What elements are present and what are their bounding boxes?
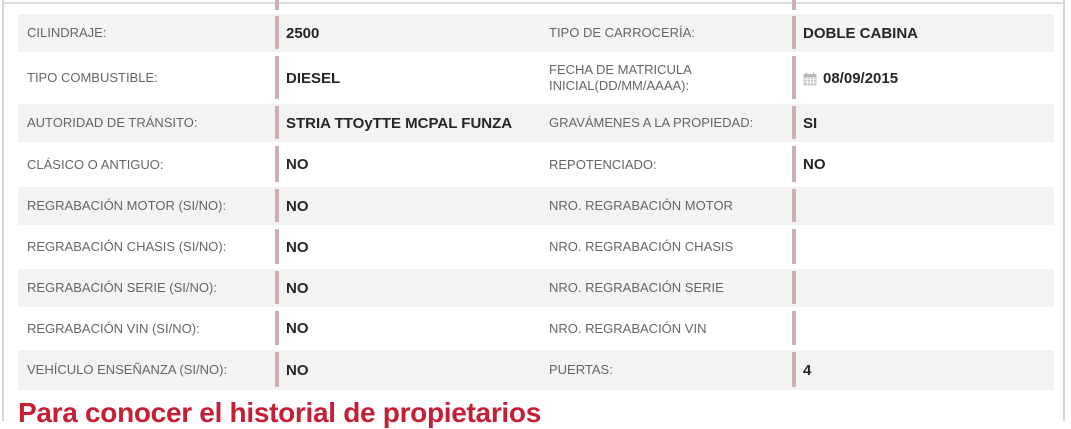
field-label: CLÁSICO O ANTIGUO:	[27, 156, 164, 172]
table-row: REGRABACIÓN MOTOR (SI/NO): NO NRO. REGRA…	[18, 187, 1054, 225]
field-value: NO	[275, 144, 540, 185]
field-label: TIPO COMBUSTIBLE:	[27, 70, 158, 85]
field-label: REGRABACIÓN VIN (SI/NO):	[27, 320, 200, 336]
field-value: STRIA TTOyTTE MCPAL FUNZA	[275, 104, 540, 142]
field-value: NO	[275, 227, 540, 267]
field-value: NO	[275, 187, 540, 225]
field-value: NO	[275, 269, 540, 307]
field-label: NRO. REGRABACIÓN SERIE	[549, 280, 724, 295]
table-row: REGRABACIÓN VIN (SI/NO): NO NRO. REGRABA…	[18, 309, 1054, 348]
field-label: NRO. REGRABACIÓN CHASIS	[549, 239, 734, 254]
field-value	[792, 309, 1054, 348]
table-row: AUTORIDAD DE TRÁNSITO: STRIA TTOyTTE MCP…	[18, 104, 1054, 142]
field-value: SI	[792, 104, 1054, 142]
table-row: CLÁSICO O ANTIGUO: NO REPOTENCIADO: NO	[18, 144, 1054, 185]
field-label: VEHÍCULO ENSEÑANZA (SI/NO):	[27, 362, 228, 377]
field-value: NO	[792, 144, 1054, 185]
divider-bar-fragment	[792, 0, 796, 10]
field-label: REPOTENCIADO:	[549, 156, 657, 172]
field-label: PUERTAS:	[549, 362, 613, 377]
field-label: REGRABACIÓN MOTOR (SI/NO):	[27, 198, 227, 213]
field-label: FECHA DE MATRICULA INICIAL(DD/MM/AAAA):	[549, 62, 692, 93]
field-label: TIPO DE CARROCERÍA:	[549, 25, 695, 40]
field-value-text: 08/09/2015	[823, 69, 899, 87]
table-row: REGRABACIÓN CHASIS (SI/NO): NO NRO. REGR…	[18, 227, 1054, 267]
field-label: REGRABACIÓN CHASIS (SI/NO):	[27, 239, 227, 254]
table-row: REGRABACIÓN SERIE (SI/NO): NO NRO. REGRA…	[18, 269, 1054, 307]
field-value: 08/09/2015	[792, 54, 1054, 102]
field-value: 4	[792, 350, 1054, 390]
divider-bar-fragment	[275, 0, 279, 10]
field-label: REGRABACIÓN SERIE (SI/NO):	[27, 280, 217, 295]
top-divider-line	[4, 2, 1063, 4]
field-value	[792, 187, 1054, 225]
field-label: CILINDRAJE:	[27, 25, 107, 40]
field-label: NRO. REGRABACIÓN VIN	[549, 320, 707, 336]
field-label: AUTORIDAD DE TRÁNSITO:	[27, 115, 198, 130]
table-row: CILINDRAJE: 2500 TIPO DE CARROCERÍA: DOB…	[18, 14, 1054, 52]
calendar-icon	[803, 72, 817, 86]
field-value: NO	[275, 309, 540, 348]
field-value: DOBLE CABINA	[792, 14, 1054, 52]
owners-history-heading: Para conocer el historial de propietario…	[18, 397, 541, 428]
field-value: 2500	[275, 14, 540, 52]
vehicle-details-table: CILINDRAJE: 2500 TIPO DE CARROCERÍA: DOB…	[18, 14, 1054, 392]
field-value: DIESEL	[275, 54, 540, 102]
table-row: TIPO COMBUSTIBLE: DIESEL FECHA DE MATRIC…	[18, 54, 1054, 102]
field-value	[792, 227, 1054, 267]
field-value	[792, 269, 1054, 307]
panel-left-border	[2, 0, 4, 421]
field-label: NRO. REGRABACIÓN MOTOR	[549, 198, 733, 213]
panel-right-border	[1063, 0, 1065, 421]
field-label: GRAVÁMENES A LA PROPIEDAD:	[549, 115, 754, 130]
table-row: VEHÍCULO ENSEÑANZA (SI/NO): NO PUERTAS: …	[18, 350, 1054, 390]
field-value: NO	[275, 350, 540, 390]
